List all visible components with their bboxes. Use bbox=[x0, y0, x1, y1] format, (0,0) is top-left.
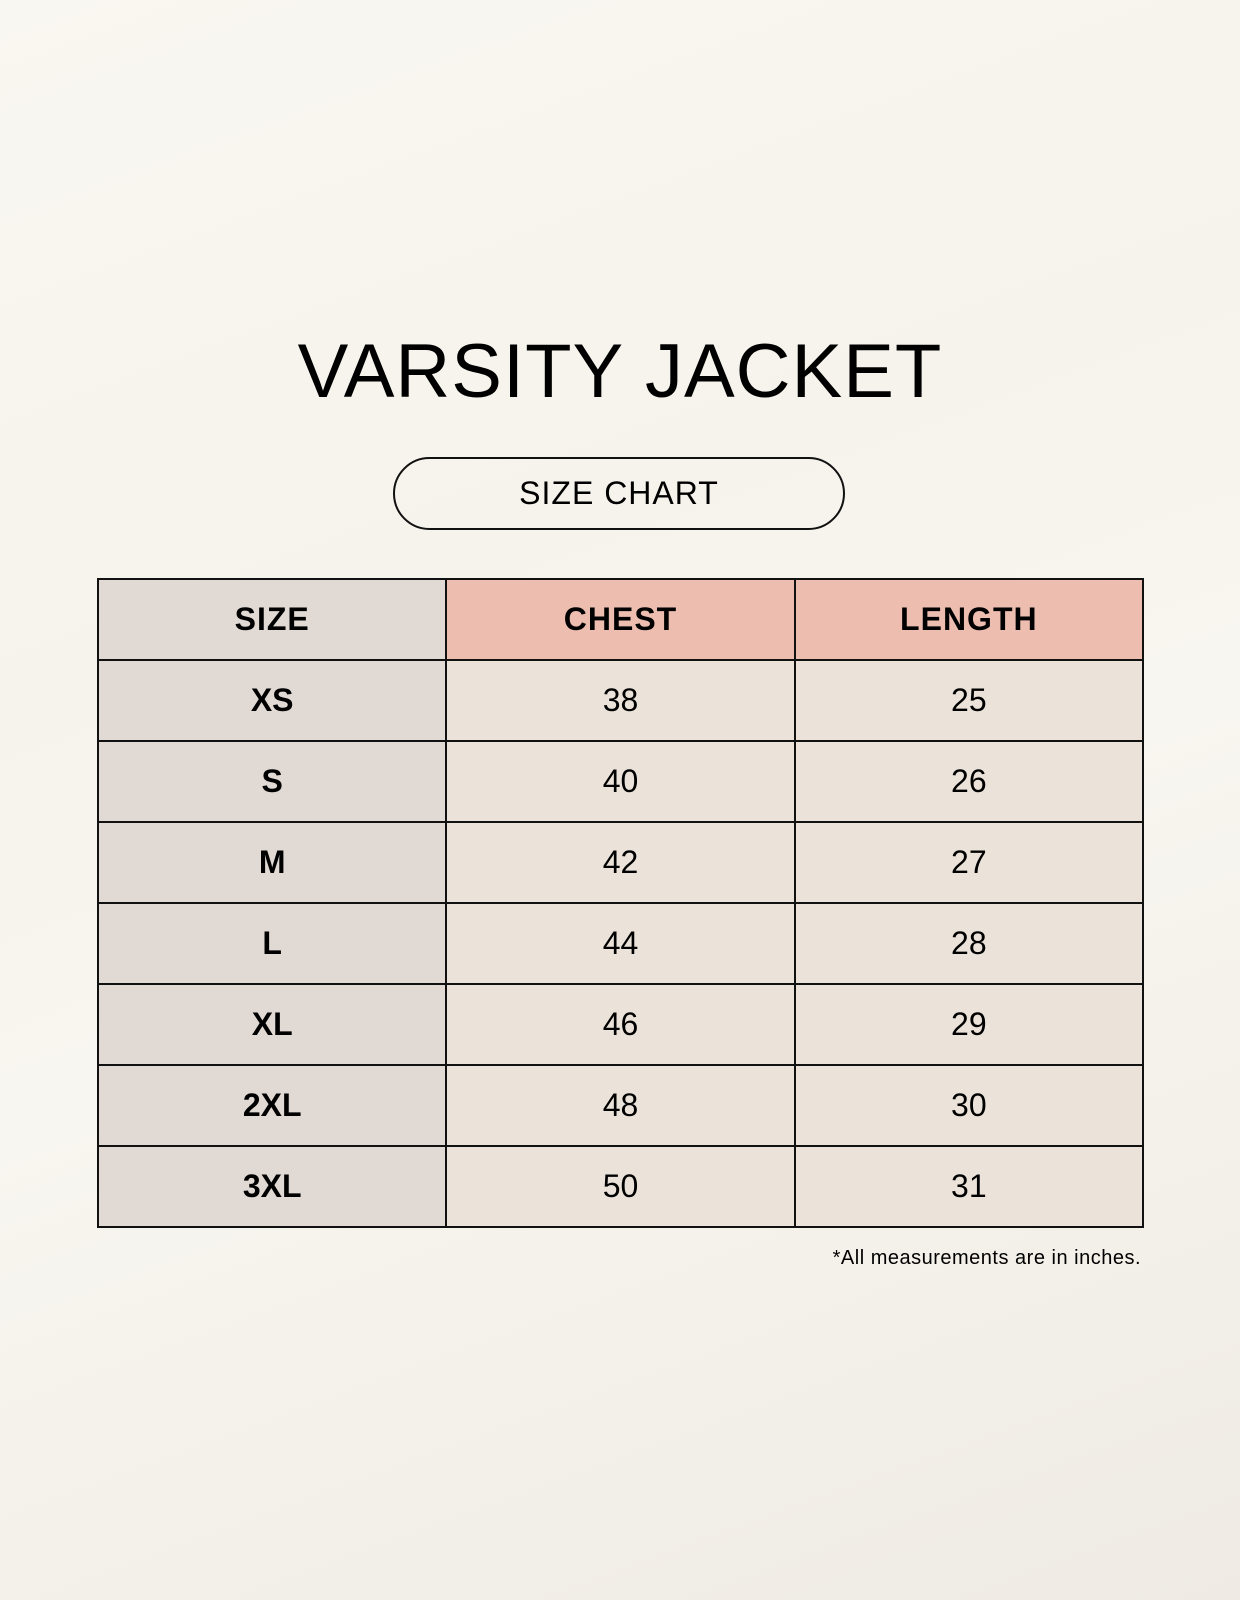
chest-cell: 42 bbox=[445, 821, 796, 904]
table-header-row: SIZE CHEST LENGTH bbox=[96, 578, 1145, 661]
chest-cell: 44 bbox=[445, 902, 796, 985]
length-cell: 27 bbox=[793, 821, 1145, 904]
length-cell: 31 bbox=[793, 1145, 1145, 1228]
size-cell: 2XL bbox=[96, 1064, 448, 1147]
footnote: *All measurements are in inches. bbox=[832, 1247, 1141, 1269]
table-row: L 44 28 bbox=[96, 902, 1145, 985]
size-cell: XS bbox=[96, 659, 448, 742]
table-row: 2XL 48 30 bbox=[96, 1064, 1145, 1147]
size-cell: M bbox=[96, 821, 448, 904]
length-cell: 28 bbox=[793, 902, 1145, 985]
size-cell: L bbox=[96, 902, 448, 985]
size-cell: 3XL bbox=[96, 1145, 448, 1228]
header-size: SIZE bbox=[96, 578, 448, 661]
page-title: VARSITY JACKET bbox=[297, 329, 943, 414]
chest-cell: 38 bbox=[445, 659, 796, 742]
size-cell: XL bbox=[96, 983, 448, 1066]
chest-cell: 46 bbox=[445, 983, 796, 1066]
table-row: XS 38 25 bbox=[96, 659, 1145, 742]
length-cell: 30 bbox=[793, 1064, 1145, 1147]
table-row: M 42 27 bbox=[96, 821, 1145, 904]
size-chart-badge: SIZE CHART bbox=[393, 457, 845, 530]
table-row: S 40 26 bbox=[96, 740, 1145, 823]
length-cell: 25 bbox=[793, 659, 1145, 742]
header-length: LENGTH bbox=[793, 578, 1145, 661]
table-row: XL 46 29 bbox=[96, 983, 1145, 1066]
chest-cell: 48 bbox=[445, 1064, 796, 1147]
length-cell: 26 bbox=[793, 740, 1145, 823]
chest-cell: 50 bbox=[445, 1145, 796, 1228]
length-cell: 29 bbox=[793, 983, 1145, 1066]
chest-cell: 40 bbox=[445, 740, 796, 823]
header-chest: CHEST bbox=[445, 578, 796, 661]
size-table: SIZE CHEST LENGTH XS 38 25 S 40 26 M 42 27 L 44 28 X… bbox=[96, 578, 1145, 1228]
table-row: 3XL 50 31 bbox=[96, 1145, 1145, 1228]
size-cell: S bbox=[96, 740, 448, 823]
